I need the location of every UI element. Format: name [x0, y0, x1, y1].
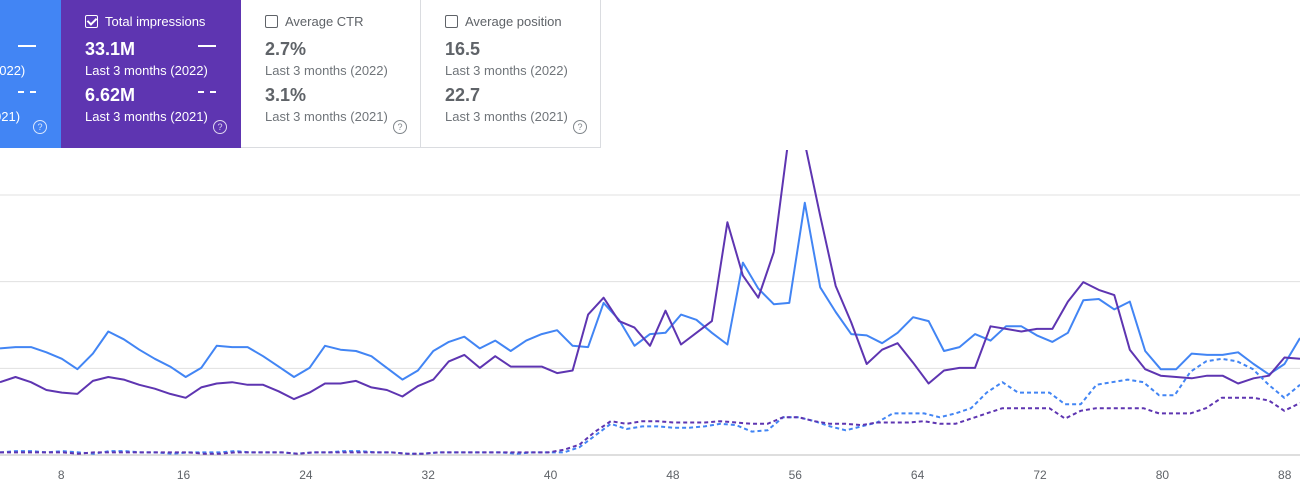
impressions-label: Total impressions [105, 14, 206, 29]
ctr-sub-2021: Last 3 months (2021) [265, 109, 388, 124]
impressions-header: Total impressions [85, 14, 205, 29]
total-impressions-card[interactable]: Total impressions 33.1M Last 3 months (2… [61, 0, 241, 148]
position-value-2021: 22.7 [445, 85, 481, 105]
series-line-2 [0, 357, 1300, 455]
x-tick-label: 80 [1156, 468, 1170, 482]
total-clicks-card[interactable]: 2022) 021) ? [0, 0, 61, 148]
ctr-value-2022: 2.7% [265, 39, 307, 59]
x-tick-label: 72 [1033, 468, 1047, 482]
position-label: Average position [465, 14, 562, 29]
position-sub-2021: Last 3 months (2021) [445, 109, 568, 124]
x-tick-label: 40 [544, 468, 558, 482]
x-tick-label: 24 [299, 468, 313, 482]
impressions-sub-2021: Last 3 months (2021) [85, 109, 208, 124]
x-tick-label: 32 [422, 468, 436, 482]
checkbox-checked-icon[interactable] [85, 15, 98, 28]
position-sub-2022: Last 3 months (2022) [445, 63, 568, 78]
x-tick-label: 16 [177, 468, 191, 482]
help-icon[interactable]: ? [33, 120, 47, 134]
impressions-value-2022: 33.1M [85, 39, 136, 59]
impressions-value-2021: 6.62M [85, 85, 136, 105]
series-line-0 [0, 201, 1300, 381]
series-line-1 [0, 150, 1300, 401]
x-tick-label: 8 [58, 468, 65, 482]
series-line-3 [0, 396, 1300, 455]
ctr-value-2021: 3.1% [265, 85, 307, 105]
position-header: Average position [445, 14, 562, 29]
chart-gridlines [0, 194, 1300, 456]
performance-line-chart[interactable]: 8 16 24 32 40 48 56 64 72 80 88 [0, 150, 1300, 497]
help-icon[interactable]: ? [393, 120, 407, 134]
ctr-header: Average CTR [265, 14, 364, 29]
chart-series [0, 150, 1300, 455]
x-tick-label: 64 [911, 468, 925, 482]
dashed-line-legend-icon [18, 91, 36, 93]
x-axis-ticks: 8 16 24 32 40 48 56 64 72 80 88 [58, 468, 1292, 482]
clicks-sub-2021: 021) [0, 109, 21, 124]
clicks-sub-2022: 2022) [0, 63, 26, 78]
x-tick-label: 56 [789, 468, 803, 482]
average-ctr-card[interactable]: Average CTR 2.7% Last 3 months (2022) 3.… [241, 0, 421, 148]
x-tick-label: 48 [666, 468, 680, 482]
help-icon[interactable]: ? [573, 120, 587, 134]
solid-line-legend-icon [18, 45, 36, 47]
average-position-card[interactable]: Average position 16.5 Last 3 months (202… [421, 0, 601, 148]
solid-line-legend-icon [198, 45, 216, 47]
x-tick-label: 88 [1278, 468, 1292, 482]
impressions-sub-2022: Last 3 months (2022) [85, 63, 208, 78]
position-value-2022: 16.5 [445, 39, 481, 59]
ctr-sub-2022: Last 3 months (2022) [265, 63, 388, 78]
dashed-line-legend-icon [198, 91, 216, 93]
checkbox-unchecked-icon[interactable] [445, 15, 458, 28]
ctr-label: Average CTR [285, 14, 364, 29]
help-icon[interactable]: ? [213, 120, 227, 134]
checkbox-unchecked-icon[interactable] [265, 15, 278, 28]
